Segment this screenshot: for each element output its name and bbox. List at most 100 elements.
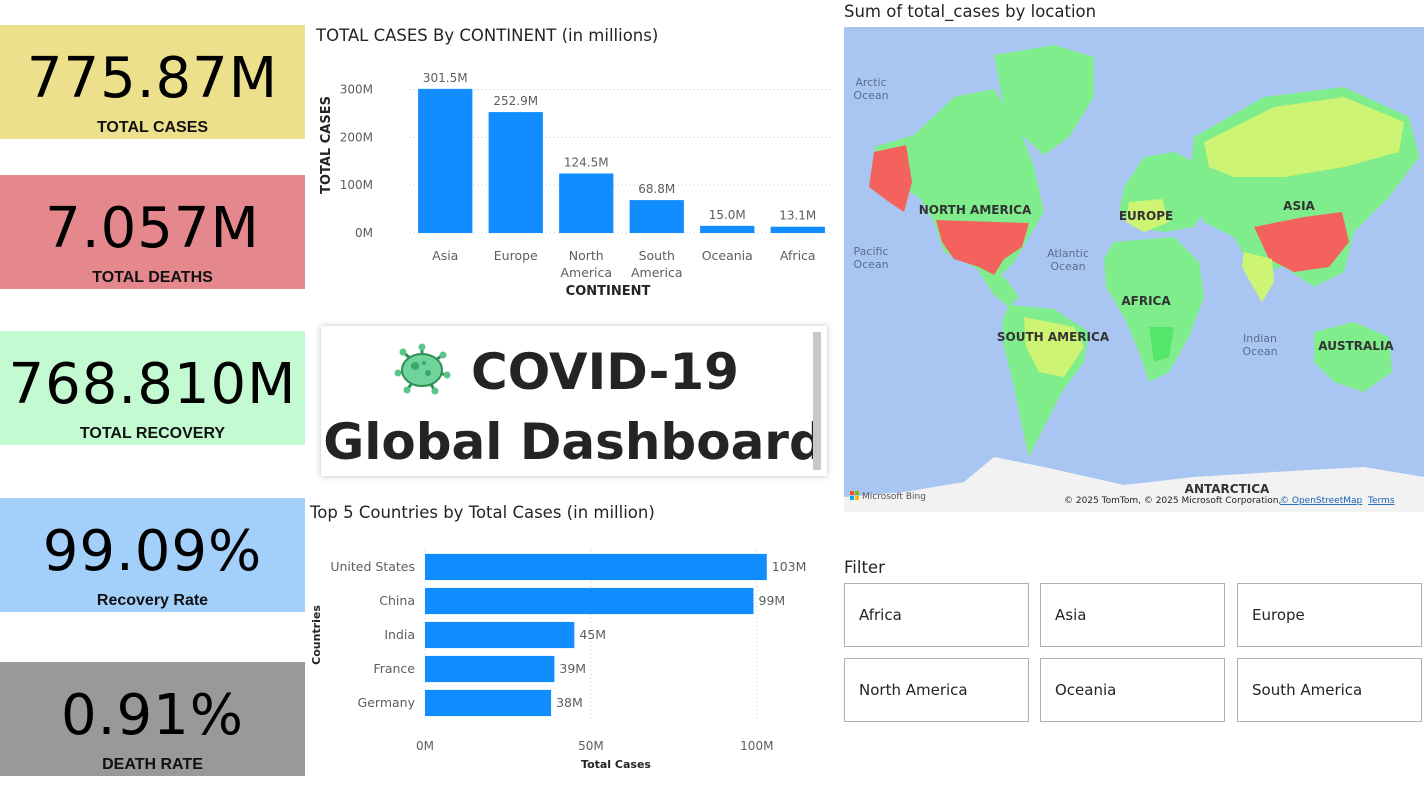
bar[interactable]	[418, 88, 473, 234]
x-tick-label: Europe	[494, 248, 538, 263]
card-scrollbar[interactable]	[813, 332, 821, 470]
map-title: Sum of total_cases by location	[844, 2, 1097, 21]
kpi-total-recovery: 768.810M TOTAL RECOVERY	[0, 331, 305, 445]
data-label: 124.5M	[564, 155, 609, 169]
map-label-pacific-1: Pacific	[854, 245, 889, 258]
x-tick-label: America	[560, 265, 612, 280]
kpi-value: 775.87M	[26, 46, 279, 111]
dashboard-title-text: COVID-19	[471, 343, 739, 401]
india-shape[interactable]	[1242, 252, 1274, 302]
bar[interactable]	[770, 226, 825, 233]
south-africa-shape[interactable]	[1149, 327, 1174, 362]
countries-bar-chart[interactable]: United States China India France Germany 103…	[305, 530, 825, 785]
data-label: 39M	[559, 661, 586, 676]
filter-button-oceania[interactable]: Oceania	[1040, 658, 1225, 722]
filter-button-south-america[interactable]: South America	[1237, 658, 1422, 722]
data-label: 13.1M	[779, 209, 816, 223]
x-tick-label: Oceania	[702, 248, 753, 263]
x-tick-label: North	[569, 248, 604, 263]
africa-shape[interactable]	[1104, 237, 1204, 382]
data-label: 301.5M	[423, 71, 468, 85]
data-label: 45M	[579, 627, 606, 642]
bar[interactable]	[629, 200, 684, 233]
kpi-label: TOTAL DEATHS	[92, 269, 213, 286]
filter-button-asia[interactable]: Asia	[1040, 583, 1225, 647]
bar[interactable]	[425, 655, 555, 683]
data-label: 15.0M	[709, 208, 746, 222]
kpi-value: 0.91%	[61, 683, 244, 748]
map-brand: Microsoft Bing	[862, 492, 926, 502]
map-label-atlantic-1: Atlantic	[1047, 247, 1089, 260]
filter-button-north-america[interactable]: North America	[844, 658, 1029, 722]
continent-chart-xlabel: CONTINENT	[566, 284, 651, 299]
kpi-value: 7.057M	[45, 196, 260, 261]
map-label-indian-1: Indian	[1243, 332, 1277, 345]
x-tick-label: Africa	[780, 248, 816, 263]
china-shape[interactable]	[1254, 212, 1349, 272]
kpi-total-cases: 775.87M TOTAL CASES	[0, 25, 305, 139]
map-label-arctic-2: Ocean	[853, 89, 888, 102]
x-tick-label: Asia	[432, 248, 458, 263]
bar[interactable]	[559, 173, 614, 233]
countries-chart-title: Top 5 Countries by Total Cases (in milli…	[310, 503, 655, 522]
countries-chart-ylabel: Countries	[310, 605, 323, 665]
continent-chart-title: TOTAL CASES By CONTINENT (in millions)	[316, 26, 659, 45]
kpi-death-rate: 0.91% DEATH RATE	[0, 662, 305, 776]
continent-bar-chart[interactable]: 0M 100M 200M 300M 301.5M 252.9M 124.5M 68.8M 15…	[305, 50, 835, 340]
x-tick-label: 100M	[740, 739, 773, 753]
x-tick-label: 50M	[578, 739, 604, 753]
antarctica-shape[interactable]	[844, 457, 1424, 512]
data-label: 38M	[556, 695, 583, 710]
central-america-shape[interactable]	[979, 272, 1019, 307]
western-europe-shape[interactable]	[1126, 199, 1169, 232]
category-label: United States	[330, 559, 415, 574]
data-label: 68.8M	[638, 182, 675, 196]
world-map[interactable]: Arctic Ocean Pacific Ocean Atlantic Ocea…	[844, 27, 1424, 512]
bar[interactable]	[488, 112, 543, 233]
australia-shape[interactable]	[1314, 322, 1392, 392]
map-label-arctic-1: Arctic	[855, 76, 886, 89]
map-attribution: © 2025 TomTom, © 2025 Microsoft Corporat…	[1064, 496, 1281, 506]
bar[interactable]	[425, 689, 552, 717]
alaska-shape[interactable]	[869, 145, 912, 212]
map-label-north-america: NORTH AMERICA	[919, 203, 1032, 217]
kpi-total-deaths: 7.057M TOTAL DEATHS	[0, 175, 305, 289]
bar[interactable]	[425, 553, 767, 581]
x-tick-label: South	[639, 248, 675, 263]
map-label-indian-2: Ocean	[1242, 345, 1277, 358]
map-label-pacific-2: Ocean	[853, 258, 888, 271]
bar[interactable]	[700, 225, 755, 233]
continent-chart-ylabel: TOTAL CASES	[319, 96, 334, 194]
filter-title: Filter	[844, 558, 885, 577]
y-tick-label: 200M	[340, 130, 373, 144]
dashboard-title-line1: COVID-19	[321, 340, 811, 404]
bar[interactable]	[425, 587, 754, 615]
map-label-europe: EUROPE	[1119, 209, 1173, 223]
data-label: 252.9M	[493, 94, 538, 108]
dashboard-subtitle: Global Dashboard	[323, 413, 825, 471]
bar[interactable]	[425, 621, 575, 649]
kpi-label: TOTAL RECOVERY	[79, 425, 226, 442]
kpi-value: 768.810M	[8, 352, 297, 417]
brazil-shape[interactable]	[1024, 317, 1084, 377]
y-tick-label: 300M	[340, 83, 373, 97]
map-canvas[interactable]: Arctic Ocean Pacific Ocean Atlantic Ocea…	[844, 27, 1424, 512]
filter-button-europe[interactable]: Europe	[1237, 583, 1422, 647]
kpi-label: Recovery Rate	[96, 592, 209, 609]
map-terms-link[interactable]: Terms	[1367, 496, 1395, 506]
map-label-australia: AUSTRALIA	[1318, 339, 1394, 353]
filter-button-africa[interactable]: Africa	[844, 583, 1029, 647]
data-label: 99M	[759, 593, 786, 608]
kpi-recovery-rate: 99.09% Recovery Rate	[0, 498, 305, 612]
map-osm-link[interactable]: © OpenStreetMap	[1280, 496, 1363, 506]
russia-shape[interactable]	[1204, 97, 1404, 177]
x-tick-label: America	[631, 265, 683, 280]
data-label: 103M	[772, 559, 807, 574]
y-tick-label: 100M	[340, 178, 373, 192]
category-label: China	[379, 593, 415, 608]
countries-chart-xlabel: Total Cases	[581, 758, 651, 771]
kpi-value: 99.09%	[42, 519, 263, 584]
dashboard-title-card: COVID-19 Global Dashboard	[321, 326, 827, 476]
y-tick-label: 0M	[355, 226, 373, 240]
usa-shape[interactable]	[936, 220, 1029, 275]
